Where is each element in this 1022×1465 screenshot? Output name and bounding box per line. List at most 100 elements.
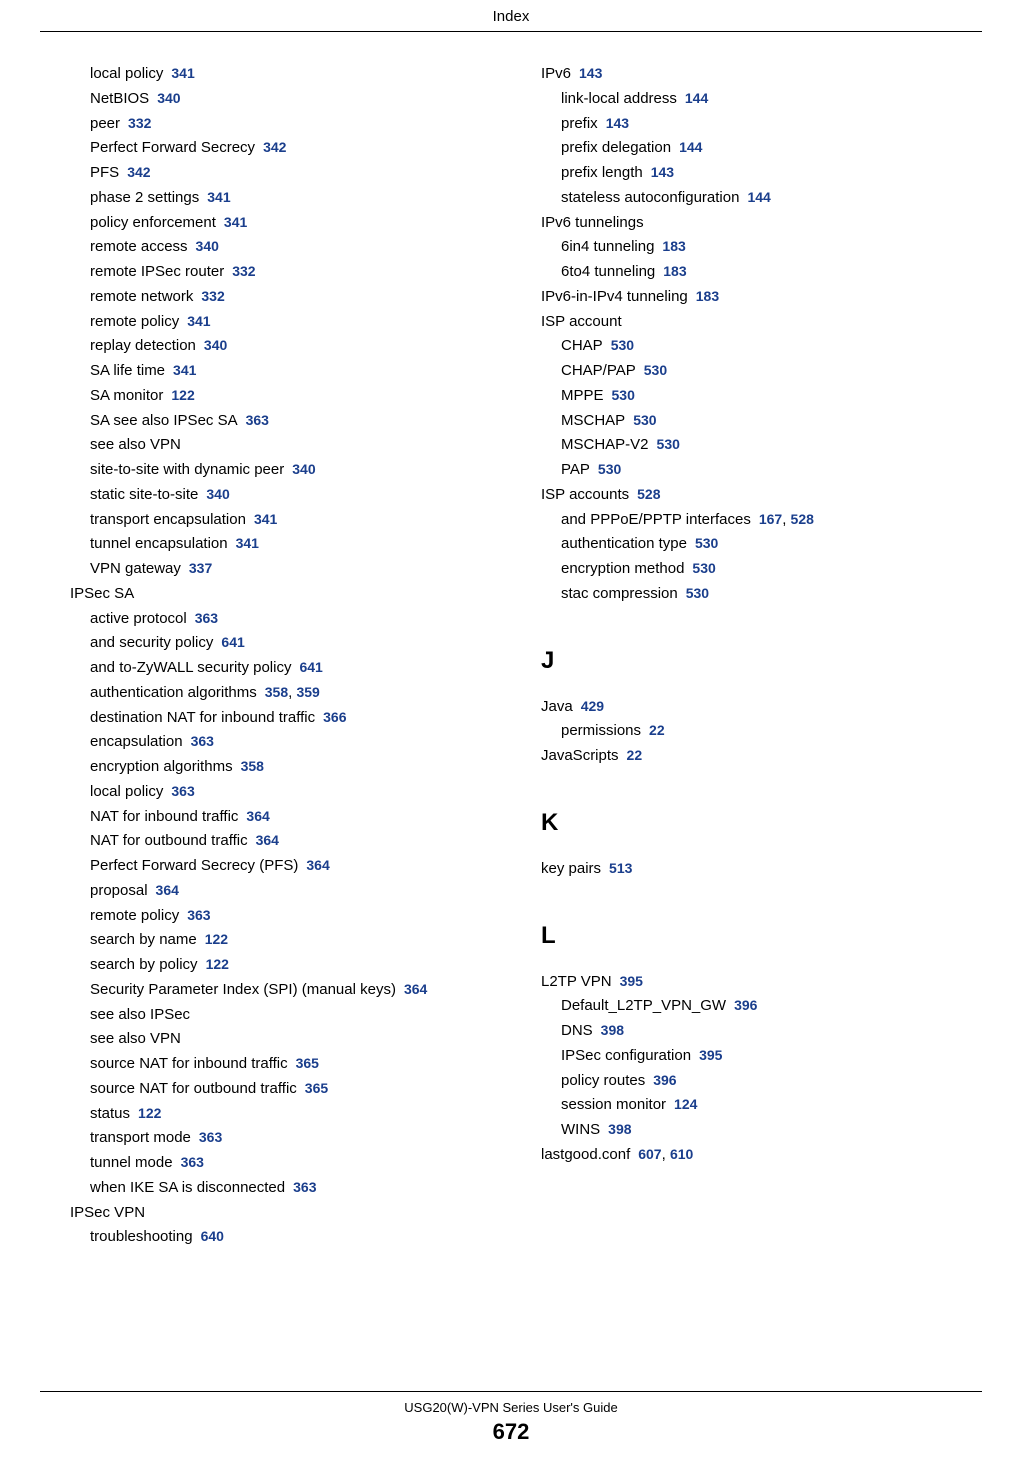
page-reference-link[interactable]: 396 (653, 1072, 676, 1088)
page-reference-link[interactable]: 143 (606, 115, 629, 131)
page-reference-link[interactable]: 332 (201, 288, 224, 304)
page-reference-link[interactable]: 341 (254, 511, 277, 527)
page-reference-link[interactable]: 341 (207, 189, 230, 205)
index-entry-text: SA see also IPSec SA (90, 412, 238, 429)
page-reference-link[interactable]: 364 (246, 808, 269, 824)
page-reference-link[interactable]: 530 (598, 461, 621, 477)
page-reference-link[interactable]: 363 (191, 733, 214, 749)
page-reference-link[interactable]: 530 (612, 387, 635, 403)
page-reference-link[interactable]: 363 (187, 907, 210, 923)
page-reference-link[interactable]: 363 (199, 1129, 222, 1145)
page-reference-link[interactable]: 364 (256, 832, 279, 848)
index-entry-text: NetBIOS (90, 90, 149, 107)
page-reference-link[interactable]: 366 (323, 709, 346, 725)
page-reference-link[interactable]: 337 (189, 560, 212, 576)
index-entry: local policy363 (90, 780, 481, 805)
page-reference-link[interactable]: 429 (581, 698, 604, 714)
page-reference-link[interactable]: 22 (627, 747, 643, 763)
index-entry: MSCHAP530 (561, 409, 952, 434)
page-reference-link[interactable]: 641 (221, 634, 244, 650)
page-reference-link[interactable]: 530 (611, 337, 634, 353)
page-reference-link[interactable]: 340 (196, 238, 219, 254)
page-reference-link[interactable]: 183 (696, 288, 719, 304)
page-reference-link[interactable]: 530 (657, 436, 680, 452)
page-reference-link[interactable]: 342 (127, 164, 150, 180)
page-reference-link[interactable]: 358 (265, 684, 288, 700)
page-reference-link[interactable]: 395 (699, 1047, 722, 1063)
page-reference-link[interactable]: 396 (734, 997, 757, 1013)
page-reference-link[interactable]: 122 (206, 956, 229, 972)
page-reference-link[interactable]: 530 (644, 362, 667, 378)
page-reference-link[interactable]: 342 (263, 139, 286, 155)
page-reference-link[interactable]: 395 (620, 973, 643, 989)
page-reference-link[interactable]: 122 (205, 931, 228, 947)
page-reference-link[interactable]: 341 (236, 535, 259, 551)
index-entry-text: prefix length (561, 164, 643, 181)
page-reference-link[interactable]: 143 (651, 164, 674, 180)
page-reference-link[interactable]: 607 (638, 1146, 661, 1162)
index-entry-text: session monitor (561, 1096, 666, 1113)
page-reference-link[interactable]: 528 (637, 486, 660, 502)
page-reference-link[interactable]: 340 (157, 90, 180, 106)
section-letter: L (541, 922, 952, 950)
page-reference-link[interactable]: 341 (173, 362, 196, 378)
page-reference-link[interactable]: 340 (206, 486, 229, 502)
index-entry: stateless autoconfiguration144 (561, 186, 952, 211)
page-reference-link[interactable]: 122 (138, 1105, 161, 1121)
page-reference-link[interactable]: 341 (171, 65, 194, 81)
page-reference-link[interactable]: 144 (685, 90, 708, 106)
page-reference-link[interactable]: 332 (232, 263, 255, 279)
page-reference-link[interactable]: 167 (759, 511, 782, 527)
page-reference-link[interactable]: 363 (181, 1154, 204, 1170)
page-reference-link[interactable]: 122 (171, 387, 194, 403)
page-reference-link[interactable]: 363 (293, 1179, 316, 1195)
page-reference-link[interactable]: 358 (241, 758, 264, 774)
index-entry: 6to4 tunneling183 (561, 260, 952, 285)
page-reference-link[interactable]: 365 (305, 1080, 328, 1096)
page-reference-link[interactable]: 363 (171, 783, 194, 799)
page-reference-link[interactable]: 398 (608, 1121, 631, 1137)
page-reference-link[interactable]: 610 (670, 1146, 693, 1162)
page-reference-link[interactable]: 359 (296, 684, 319, 700)
page-reference-link[interactable]: 530 (695, 535, 718, 551)
page-reference-link[interactable]: 530 (633, 412, 656, 428)
page-ref-separator: , (662, 1146, 670, 1163)
page-reference-link[interactable]: 341 (187, 313, 210, 329)
index-entry: transport mode363 (90, 1126, 481, 1151)
page-reference-link[interactable]: 341 (224, 214, 247, 230)
page-reference-link[interactable]: 364 (156, 882, 179, 898)
page-reference-link[interactable]: 144 (747, 189, 770, 205)
page-reference-link[interactable]: 124 (674, 1096, 697, 1112)
page-reference-link[interactable]: 530 (692, 560, 715, 576)
index-entry: ISP accounts528 (541, 483, 952, 508)
index-entry-text: proposal (90, 882, 148, 899)
page-reference-link[interactable]: 340 (292, 461, 315, 477)
page-reference-link[interactable]: 398 (601, 1022, 624, 1038)
page-reference-link[interactable]: 144 (679, 139, 702, 155)
index-entry: Perfect Forward Secrecy (PFS)364 (90, 854, 481, 879)
index-entry-text: remote policy (90, 313, 179, 330)
page-reference-link[interactable]: 641 (299, 659, 322, 675)
page-reference-link[interactable]: 365 (296, 1055, 319, 1071)
page-reference-link[interactable]: 183 (663, 263, 686, 279)
index-entry-text: Default_L2TP_VPN_GW (561, 997, 726, 1014)
page-reference-link[interactable]: 332 (128, 115, 151, 131)
index-entry-text: remote network (90, 288, 193, 305)
page-reference-link[interactable]: 513 (609, 860, 632, 876)
page-reference-link[interactable]: 363 (195, 610, 218, 626)
section-letter: J (541, 647, 952, 675)
index-entry: PFS342 (90, 161, 481, 186)
content-area: local policy341NetBIOS340peer332Perfect … (0, 32, 1022, 1270)
page-reference-link[interactable]: 363 (246, 412, 269, 428)
page-reference-link[interactable]: 22 (649, 722, 665, 738)
index-entry-text: ISP account (541, 313, 622, 330)
page-reference-link[interactable]: 640 (201, 1228, 224, 1244)
page-reference-link[interactable]: 183 (662, 238, 685, 254)
page-reference-link[interactable]: 143 (579, 65, 602, 81)
page-reference-link[interactable]: 528 (791, 511, 814, 527)
page-reference-link[interactable]: 340 (204, 337, 227, 353)
page-reference-link[interactable]: 364 (306, 857, 329, 873)
page-reference-link[interactable]: 530 (686, 585, 709, 601)
page-reference-link[interactable]: 364 (404, 981, 427, 997)
index-entry: CHAP530 (561, 334, 952, 359)
